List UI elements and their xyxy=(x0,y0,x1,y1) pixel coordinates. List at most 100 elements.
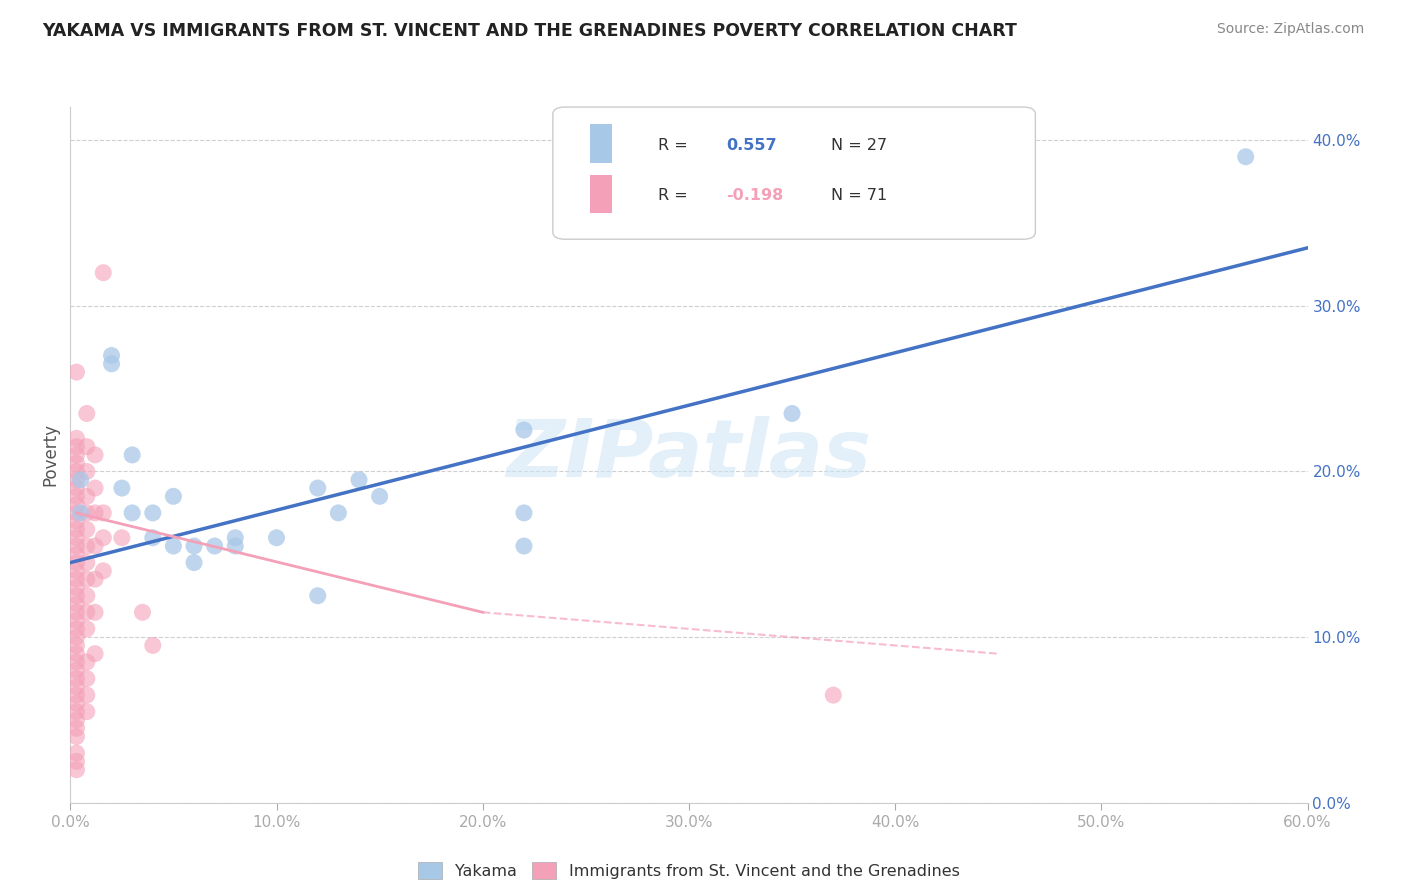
Point xyxy=(65,614,87,628)
FancyBboxPatch shape xyxy=(591,124,612,162)
Point xyxy=(100,357,122,371)
Point xyxy=(76,440,98,454)
Point xyxy=(65,473,87,487)
Point xyxy=(65,589,87,603)
Point xyxy=(513,539,536,553)
Text: N = 71: N = 71 xyxy=(831,188,887,202)
Point xyxy=(65,498,87,512)
Point xyxy=(91,266,114,280)
Point xyxy=(513,423,536,437)
Point xyxy=(142,639,165,653)
Text: R =: R = xyxy=(658,137,693,153)
Point xyxy=(111,531,134,545)
Point xyxy=(121,448,143,462)
Point xyxy=(84,448,107,462)
Point xyxy=(513,506,536,520)
Point xyxy=(65,597,87,611)
Point xyxy=(76,605,98,619)
Point xyxy=(65,523,87,537)
Point xyxy=(76,589,98,603)
Point xyxy=(183,539,205,553)
Point xyxy=(76,622,98,636)
Point xyxy=(121,506,143,520)
Point xyxy=(142,506,165,520)
Point xyxy=(65,746,87,760)
Point xyxy=(65,655,87,669)
Point xyxy=(76,407,98,421)
Point xyxy=(76,506,98,520)
Point xyxy=(111,481,134,495)
FancyBboxPatch shape xyxy=(553,107,1035,239)
Point xyxy=(65,556,87,570)
Point xyxy=(76,655,98,669)
Point xyxy=(65,639,87,653)
Point xyxy=(780,407,803,421)
Point xyxy=(65,581,87,595)
Point xyxy=(65,680,87,694)
Point xyxy=(162,539,184,553)
Point xyxy=(84,506,107,520)
Point xyxy=(84,647,107,661)
Point xyxy=(76,688,98,702)
Point xyxy=(76,572,98,586)
Point xyxy=(69,473,91,487)
Point xyxy=(65,481,87,495)
Point xyxy=(76,489,98,503)
FancyBboxPatch shape xyxy=(591,175,612,213)
Y-axis label: Poverty: Poverty xyxy=(41,424,59,486)
Point xyxy=(65,572,87,586)
Point xyxy=(65,456,87,470)
Point xyxy=(65,672,87,686)
Point xyxy=(65,697,87,711)
Point xyxy=(65,547,87,561)
Point xyxy=(224,531,246,545)
Point xyxy=(65,688,87,702)
Legend: Yakama, Immigrants from St. Vincent and the Grenadines: Yakama, Immigrants from St. Vincent and … xyxy=(412,856,966,885)
Point xyxy=(266,531,288,545)
Point xyxy=(65,663,87,677)
Point xyxy=(65,514,87,528)
Point xyxy=(84,539,107,553)
Text: -0.198: -0.198 xyxy=(725,188,783,202)
Point xyxy=(91,564,114,578)
Point xyxy=(65,630,87,644)
Point xyxy=(65,365,87,379)
Text: 0.557: 0.557 xyxy=(725,137,776,153)
Point xyxy=(91,531,114,545)
Point xyxy=(307,481,329,495)
Point xyxy=(1234,150,1257,164)
Point xyxy=(347,473,370,487)
Point xyxy=(69,506,91,520)
Point xyxy=(76,705,98,719)
Point xyxy=(368,489,391,503)
Point xyxy=(65,531,87,545)
Text: YAKAMA VS IMMIGRANTS FROM ST. VINCENT AND THE GRENADINES POVERTY CORRELATION CHA: YAKAMA VS IMMIGRANTS FROM ST. VINCENT AN… xyxy=(42,22,1017,40)
Point xyxy=(76,556,98,570)
Point xyxy=(65,448,87,462)
Text: ZIPatlas: ZIPatlas xyxy=(506,416,872,494)
Point xyxy=(76,523,98,537)
Point xyxy=(65,730,87,744)
Point xyxy=(224,539,246,553)
Point xyxy=(65,506,87,520)
Point xyxy=(91,506,114,520)
Point xyxy=(84,572,107,586)
Point xyxy=(76,465,98,479)
Point xyxy=(65,763,87,777)
Point xyxy=(65,440,87,454)
Point xyxy=(183,556,205,570)
Point xyxy=(65,465,87,479)
Point xyxy=(307,589,329,603)
Point xyxy=(65,489,87,503)
Text: N = 27: N = 27 xyxy=(831,137,887,153)
Point xyxy=(142,531,165,545)
Text: Source: ZipAtlas.com: Source: ZipAtlas.com xyxy=(1216,22,1364,37)
Point xyxy=(65,622,87,636)
Point xyxy=(162,489,184,503)
Point xyxy=(76,672,98,686)
Text: R =: R = xyxy=(658,188,693,202)
Point xyxy=(65,647,87,661)
Point xyxy=(65,431,87,445)
Point xyxy=(65,564,87,578)
Point xyxy=(131,605,153,619)
